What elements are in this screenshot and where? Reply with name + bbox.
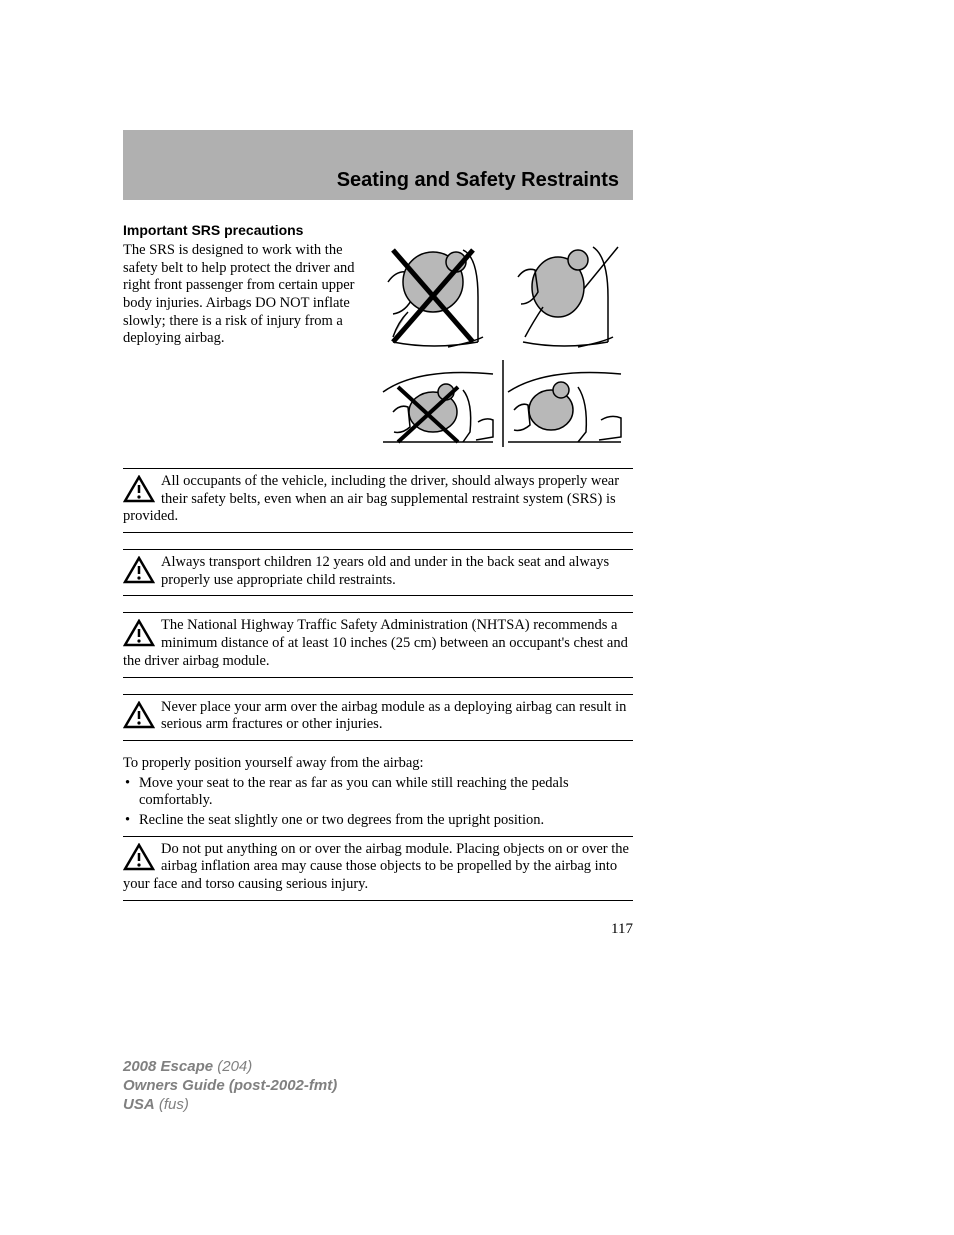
- section-title: Seating and Safety Restraints: [337, 169, 619, 192]
- footer-block: 2008 Escape (204) Owners Guide (post-200…: [123, 1058, 337, 1114]
- warning-box: Do not put anything on or over the airba…: [123, 836, 633, 901]
- footer-model: 2008 Escape: [123, 1058, 213, 1075]
- airbag-illustration: [378, 242, 628, 452]
- page-number: 117: [123, 921, 633, 938]
- warning-box: Never place your arm over the airbag mod…: [123, 694, 633, 741]
- warning-text: All occupants of the vehicle, including …: [123, 473, 619, 524]
- footer-guide: Owners Guide (post-2002-fmt): [123, 1077, 337, 1096]
- warning-box: All occupants of the vehicle, including …: [123, 468, 633, 533]
- intro-paragraph: The SRS is designed to work with the saf…: [123, 242, 368, 452]
- footer-code: (204): [217, 1058, 252, 1075]
- footer-region: USA: [123, 1096, 155, 1113]
- warning-icon: [123, 475, 155, 503]
- warning-icon: [123, 556, 155, 584]
- warning-box: The National Highway Traffic Safety Admi…: [123, 612, 633, 677]
- footer-region-code: (fus): [159, 1096, 189, 1113]
- tip-item: Recline the seat slightly one or two deg…: [125, 812, 633, 830]
- body-lead: To properly position yourself away from …: [123, 755, 633, 773]
- warning-text: The National Highway Traffic Safety Admi…: [123, 617, 628, 668]
- tips-list: Move your seat to the rear as far as you…: [123, 775, 633, 830]
- warning-box: Always transport children 12 years old a…: [123, 549, 633, 596]
- warning-text: Do not put anything on or over the airba…: [123, 841, 629, 892]
- warning-icon: [123, 843, 155, 871]
- subsection-heading: Important SRS precautions: [123, 222, 633, 238]
- warning-text: Never place your arm over the airbag mod…: [161, 699, 626, 733]
- tip-item: Move your seat to the rear as far as you…: [125, 775, 633, 810]
- warning-icon: [123, 701, 155, 729]
- section-header-band: Seating and Safety Restraints: [123, 130, 633, 200]
- warning-text: Always transport children 12 years old a…: [161, 554, 609, 588]
- warning-icon: [123, 619, 155, 647]
